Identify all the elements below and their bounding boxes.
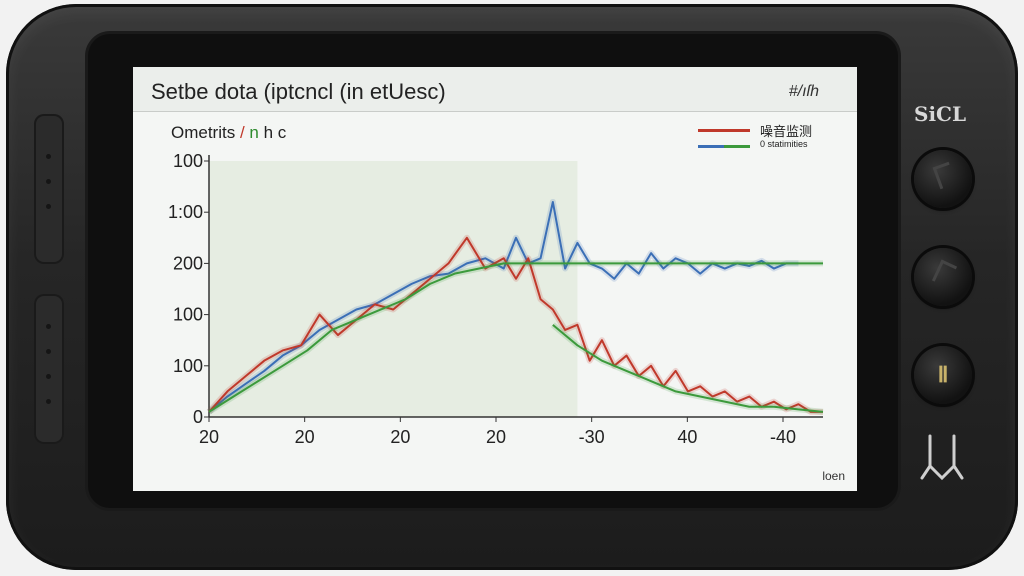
series-line-3 [552,324,824,413]
x-tick-label: 20 [295,427,315,447]
y-tick-label: 0 [193,407,203,427]
screen-titlebar: Setbe dota (iptcncl (in etUesc) #/ıſh [133,67,857,112]
screen-footer: lοen [822,469,845,483]
series-line-0 [208,200,799,413]
screen-subtitle: Ometrits / n h c [171,123,286,143]
dial-icon [931,259,958,288]
wave-down-icon [920,434,964,481]
x-tick-label: 20 [486,427,506,447]
dial-icon [932,161,957,190]
y-tick-label: 1:00 [168,202,203,222]
dial-top-button[interactable] [914,150,972,208]
pause-like-icon: Ⅱ [937,362,949,387]
brand-label: SiCL [914,102,967,126]
screen-title-right: #/ıſh [788,83,819,100]
y-tick-label: 100 [173,151,203,171]
legend-entry-1: 噪音监测 [760,124,813,139]
dial-bottom-button[interactable]: Ⅱ [914,346,972,404]
x-tick-label: -30 [579,427,605,447]
x-tick-label: 20 [390,427,410,447]
subtitle-red: / [239,123,245,142]
series-line-2 [208,262,823,413]
legend-swatch-red [698,129,750,132]
screen-title: Setbe dota (iptcncl (in etUesc) [151,79,446,104]
legend-swatch-green [724,145,750,148]
y-tick-label: 100 [173,356,203,376]
side-grip-lower [34,294,64,444]
chart-legend: 噪音监测 0 statimities [698,123,838,151]
x-tick-label: 40 [677,427,697,447]
chart-screen: Setbe dota (iptcncl (in etUesc) #/ıſh Om… [133,67,857,491]
series-halo-3 [550,322,824,415]
y-tick-label: 200 [173,253,203,273]
legend-entry-2: 0 statimities [760,139,808,149]
subtitle-text: Ometrits [171,123,240,142]
x-tick-label: -40 [770,427,796,447]
side-grip-upper [34,114,64,264]
subtitle-end: h c [258,123,287,142]
dial-middle-button[interactable] [914,248,972,306]
legend-swatch-blue [698,145,724,148]
x-tick-label: 20 [199,427,219,447]
series-line-1 [208,236,823,413]
y-tick-label: 100 [173,305,203,325]
subtitle-green: n [244,123,259,142]
